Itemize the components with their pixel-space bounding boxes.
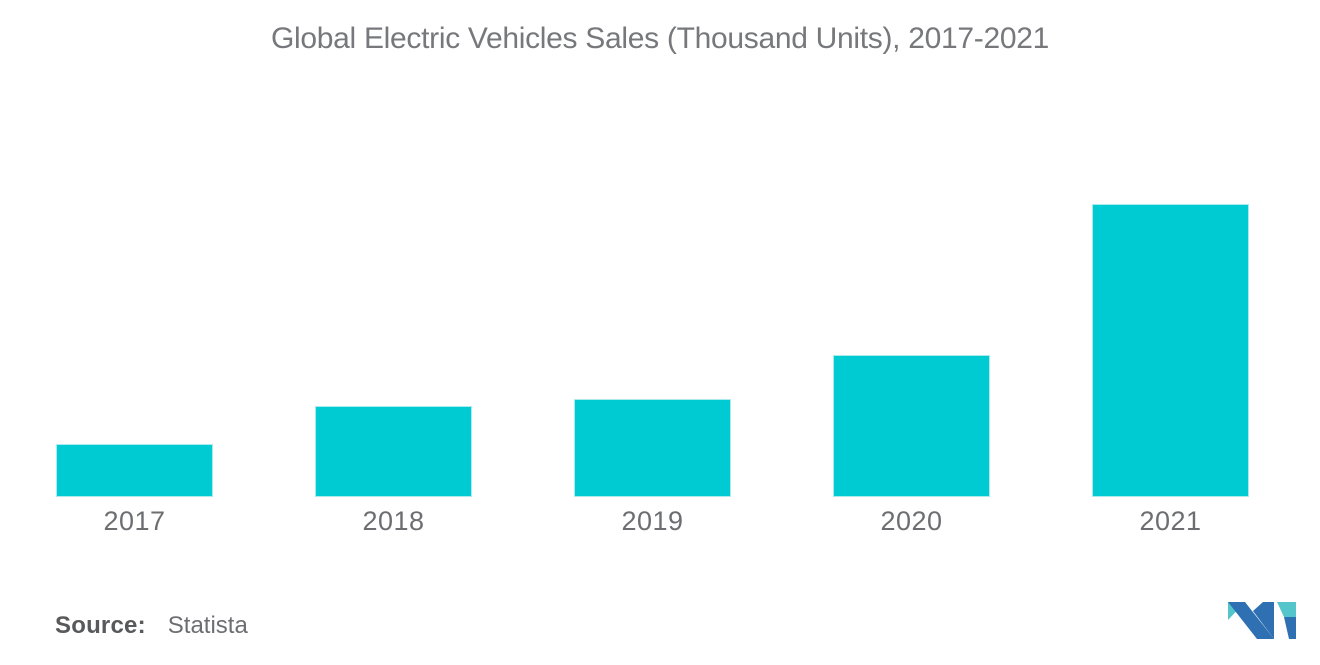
- bar-slot-2018: 2018: [315, 195, 472, 537]
- bar-2020: [833, 354, 990, 497]
- chart-title: Global Electric Vehicles Sales (Thousand…: [270, 22, 1050, 55]
- bar-slot-2021: 2021: [1092, 195, 1249, 537]
- bar-2017: [56, 443, 213, 497]
- source-label: Source:: [55, 612, 146, 639]
- bar-2021: [1092, 203, 1249, 497]
- source-row: Source: Statista: [55, 612, 248, 640]
- source-value: Statista: [167, 612, 248, 639]
- x-tick-label-2019: 2019: [621, 506, 684, 536]
- bar-2018: [315, 406, 472, 497]
- bar-slot-2019: 2019: [574, 195, 731, 537]
- bar-slot-2017: 2017: [56, 195, 213, 537]
- logo-teal-right-top: [1277, 602, 1296, 617]
- logo-blue-right-bottom: [1284, 617, 1296, 639]
- x-tick-label-2018: 2018: [362, 506, 425, 536]
- bar-2019: [574, 399, 731, 497]
- mordor-intelligence-logo: [1228, 602, 1296, 639]
- plot-area: 2017 2018 2019 2020 2021: [56, 195, 1249, 537]
- x-tick-label-2021: 2021: [1139, 506, 1202, 536]
- logo-blue-peak: [1253, 602, 1274, 639]
- x-tick-label-2020: 2020: [880, 506, 943, 536]
- x-tick-label-2017: 2017: [103, 506, 166, 536]
- bar-slot-2020: 2020: [833, 195, 990, 537]
- logo-blue-diagonal: [1228, 602, 1274, 639]
